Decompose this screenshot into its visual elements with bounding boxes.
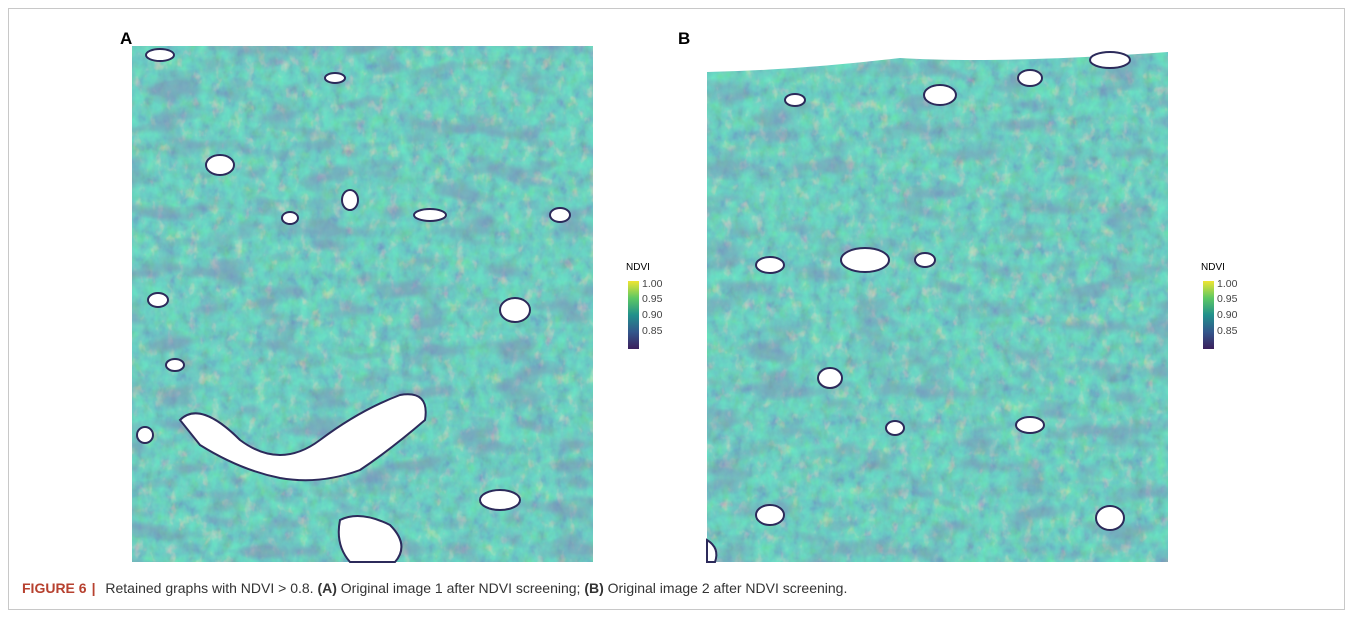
colorbar-tick-label: 0.90 bbox=[1217, 309, 1238, 321]
figure-frame bbox=[8, 8, 1345, 610]
legend-title: NDVI bbox=[626, 262, 650, 273]
figure-graphics: A NDVI 1.00 0.95 0.90 0.85 B bbox=[120, 29, 1238, 563]
caption-panel-ref: (A) bbox=[317, 580, 337, 596]
ndvi-low-patches bbox=[707, 46, 1168, 562]
colorbar-tick-label: 1.00 bbox=[642, 278, 663, 290]
panel-label: A bbox=[120, 29, 132, 48]
masked-areas bbox=[706, 46, 1168, 563]
colorbar bbox=[628, 281, 639, 349]
caption-label: FIGURE 6 bbox=[22, 580, 87, 596]
colorbar-tick-label: 0.95 bbox=[642, 293, 663, 305]
panel-a: A NDVI 1.00 0.95 0.90 0.85 bbox=[120, 29, 663, 563]
masked-areas bbox=[136, 48, 571, 563]
colorbar-tick-label: 0.90 bbox=[642, 309, 663, 321]
panel-b: B NDVI 1.00 0.95 0.90 0.85 bbox=[678, 29, 1238, 563]
colorbar-tick-label: 0.95 bbox=[1217, 293, 1238, 305]
colorbar-tick-label: 1.00 bbox=[1217, 278, 1238, 290]
colorbar-tick-label: 0.85 bbox=[642, 325, 663, 337]
panel-label: B bbox=[678, 29, 690, 48]
caption-panel-ref: (B) bbox=[584, 580, 604, 596]
caption-text: Retained graphs with NDVI > 0.8. bbox=[105, 580, 314, 596]
caption-text: Original image 2 after NDVI screening. bbox=[607, 580, 848, 596]
colorbar-tick-label: 0.85 bbox=[1217, 325, 1238, 337]
caption-separator: | bbox=[91, 580, 96, 596]
figure-caption: FIGURE 6 | Retained graphs with NDVI > 0.… bbox=[22, 580, 847, 596]
colorbar bbox=[1203, 281, 1214, 349]
legend-title: NDVI bbox=[1201, 262, 1225, 273]
caption-text: Original image 1 after NDVI screening; bbox=[340, 580, 581, 596]
